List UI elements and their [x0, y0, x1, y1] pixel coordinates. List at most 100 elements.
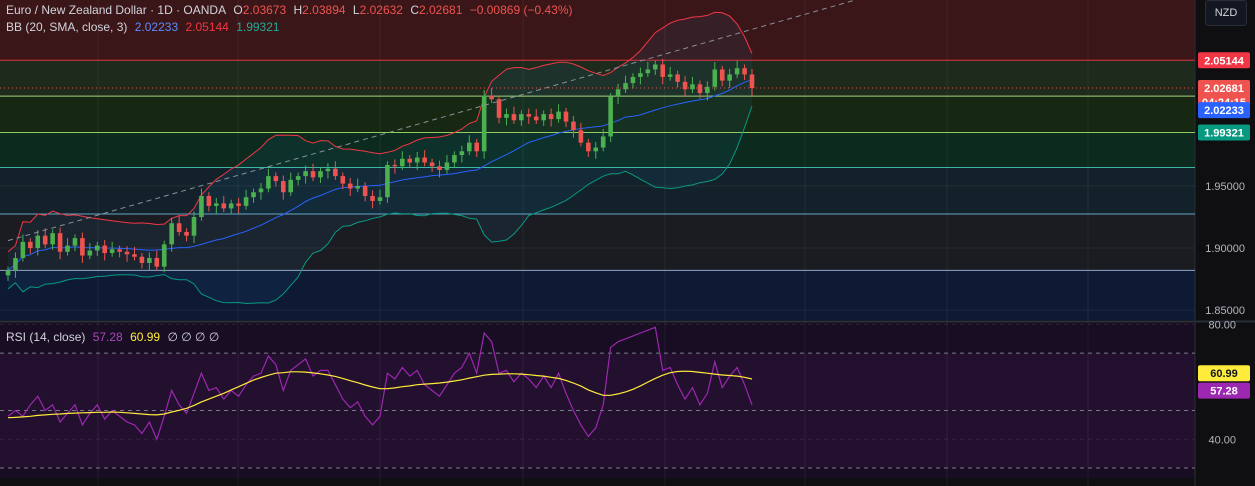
- rsi-line: [7, 326, 753, 442]
- upper-band-tag-bg: [1198, 52, 1250, 69]
- currency-button[interactable]: NZD: [1205, 0, 1247, 26]
- candle-body: [652, 64, 658, 70]
- candle-body: [504, 114, 509, 118]
- candle-body: [236, 203, 241, 206]
- basis-tag-bg: [1198, 102, 1250, 119]
- high-value: 2.03894: [302, 3, 346, 17]
- candle-body: [742, 68, 747, 75]
- candle: [355, 178, 360, 193]
- candle-body: [474, 142, 480, 152]
- candle-body: [221, 203, 227, 209]
- candle-body: [65, 245, 70, 252]
- candle-body: [444, 162, 450, 170]
- candle: [228, 199, 234, 214]
- candle: [333, 161, 338, 180]
- candle: [5, 266, 11, 281]
- candle: [407, 155, 413, 169]
- bb-lower-line: [7, 105, 753, 305]
- candle-body: [80, 238, 85, 256]
- rsi-extra-values: ∅ ∅ ∅ ∅: [167, 330, 220, 344]
- candle-body: [28, 241, 33, 249]
- trend-line[interactable]: [7, 0, 886, 242]
- candle: [742, 64, 747, 80]
- candle-body: [414, 157, 420, 163]
- candle: [169, 217, 174, 252]
- candle: [87, 243, 93, 260]
- candle: [258, 182, 264, 200]
- candle: [318, 167, 323, 183]
- candle: [370, 190, 375, 209]
- candle: [466, 135, 472, 156]
- bb-upper-value: 2.05144: [185, 20, 229, 34]
- candle-body: [615, 89, 621, 97]
- candle-body: [228, 203, 234, 209]
- upper-band-tag-text: 2.05144: [1204, 55, 1245, 67]
- candle-body: [5, 270, 11, 276]
- candle-body: [42, 235, 48, 245]
- candle-body: [124, 251, 130, 255]
- candle: [519, 110, 524, 126]
- candle: [243, 189, 249, 210]
- candle: [645, 62, 651, 77]
- candle-body: [13, 257, 18, 271]
- candle: [623, 75, 628, 94]
- upper-band-tag: 2.05144: [1198, 52, 1250, 69]
- candle-body: [571, 121, 576, 131]
- candle-body: [533, 116, 539, 121]
- candle-body: [623, 83, 628, 90]
- rsi-tick-label: 40.00: [1208, 434, 1236, 446]
- candle-body: [340, 176, 346, 184]
- candlestick-series: [5, 58, 755, 281]
- candle-body: [50, 233, 55, 245]
- price-band: [0, 60, 1195, 97]
- price-band: [0, 213, 1195, 271]
- candle: [310, 163, 316, 182]
- rsi-tick-label: 80.00: [1208, 319, 1236, 331]
- candle-body: [667, 74, 673, 77]
- candle: [489, 88, 494, 103]
- candle: [214, 197, 219, 214]
- candle-body: [690, 84, 695, 90]
- rsi-ma-tag-text: 60.99: [1210, 368, 1238, 380]
- candle: [571, 115, 576, 138]
- candle: [154, 250, 160, 271]
- candle: [20, 234, 26, 262]
- candle: [147, 252, 152, 271]
- candle: [50, 229, 55, 250]
- price-axis[interactable]: 1.85000 1.90000 1.95000 40.00 80.00 2.05144 2.…: [1198, 52, 1250, 446]
- candle: [444, 155, 450, 174]
- candle: [705, 81, 710, 101]
- candle-body: [355, 186, 360, 189]
- candle: [80, 232, 85, 263]
- candle-body: [481, 95, 487, 152]
- price-band: [0, 0, 1195, 61]
- candle-body: [288, 179, 294, 193]
- bb-legend[interactable]: BB (20, SMA, close, 3) 2.02233 2.05144 1…: [6, 20, 284, 34]
- candle-body: [600, 136, 606, 148]
- candle-body: [258, 188, 264, 193]
- candle: [638, 67, 643, 85]
- candle-body: [347, 183, 353, 189]
- candle: [199, 188, 204, 221]
- candle: [630, 73, 636, 89]
- candle: [94, 241, 100, 257]
- rsi-tag-text: 57.28: [1210, 386, 1238, 398]
- candle: [57, 227, 63, 260]
- candle: [28, 238, 33, 254]
- rsi-tag-bg: [1198, 382, 1250, 399]
- candle: [712, 62, 718, 91]
- candle: [586, 138, 591, 157]
- candle-body: [727, 74, 732, 81]
- candle-body: [638, 73, 643, 77]
- candle-body: [593, 147, 599, 152]
- candle-body: [333, 168, 338, 177]
- candle: [377, 189, 383, 205]
- candle-body: [206, 195, 212, 206]
- candle: [615, 83, 621, 105]
- rsi-legend[interactable]: RSI (14, close) 57.28 60.99 ∅ ∅ ∅ ∅: [6, 330, 223, 344]
- candle-body: [35, 235, 41, 249]
- candle: [273, 172, 279, 187]
- symbol-legend: Euro / New Zealand Dollar · 1D · OANDA O…: [6, 3, 580, 17]
